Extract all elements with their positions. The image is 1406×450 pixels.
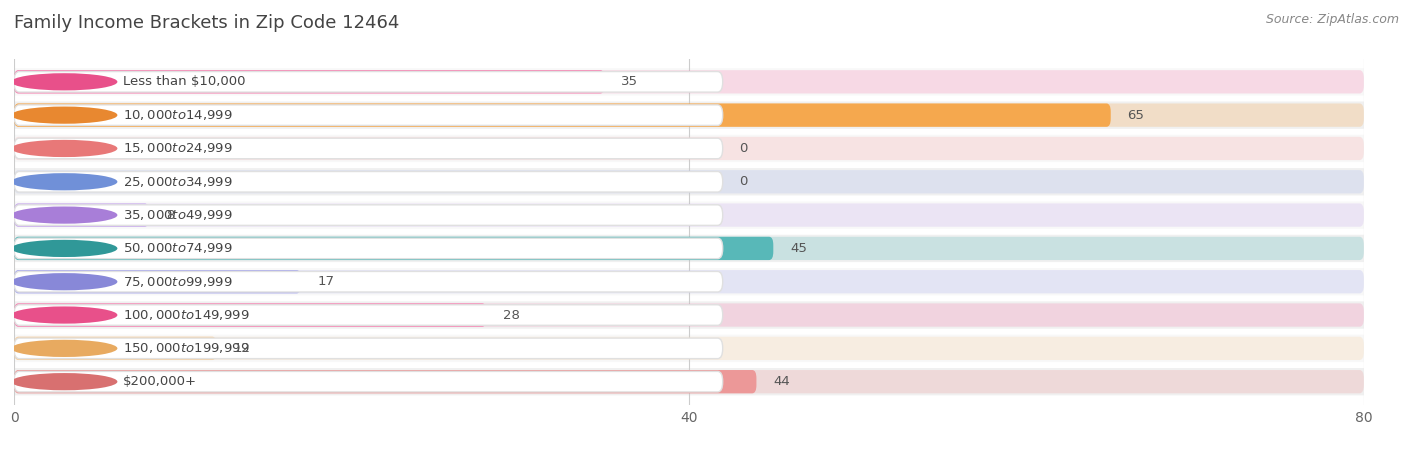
FancyBboxPatch shape	[14, 368, 1364, 396]
Ellipse shape	[11, 140, 118, 157]
FancyBboxPatch shape	[14, 302, 1364, 328]
Text: $10,000 to $14,999: $10,000 to $14,999	[122, 108, 232, 122]
FancyBboxPatch shape	[14, 168, 1364, 195]
Text: 8: 8	[166, 209, 174, 221]
FancyBboxPatch shape	[14, 203, 149, 227]
Ellipse shape	[11, 73, 118, 90]
Text: Source: ZipAtlas.com: Source: ZipAtlas.com	[1265, 14, 1399, 27]
Text: $50,000 to $74,999: $50,000 to $74,999	[122, 241, 232, 256]
Text: 28: 28	[503, 309, 520, 322]
Ellipse shape	[11, 373, 118, 390]
FancyBboxPatch shape	[14, 135, 1364, 162]
FancyBboxPatch shape	[14, 203, 1364, 227]
FancyBboxPatch shape	[14, 335, 1364, 362]
FancyBboxPatch shape	[14, 170, 1364, 194]
Ellipse shape	[11, 173, 118, 190]
Text: $100,000 to $149,999: $100,000 to $149,999	[122, 308, 249, 322]
FancyBboxPatch shape	[14, 270, 301, 293]
FancyBboxPatch shape	[14, 337, 1364, 360]
Text: 44: 44	[773, 375, 790, 388]
FancyBboxPatch shape	[14, 105, 723, 126]
FancyBboxPatch shape	[14, 68, 1364, 95]
Text: 35: 35	[621, 75, 638, 88]
Ellipse shape	[11, 207, 118, 224]
Ellipse shape	[11, 107, 118, 124]
FancyBboxPatch shape	[14, 72, 723, 92]
FancyBboxPatch shape	[14, 137, 1364, 160]
FancyBboxPatch shape	[14, 271, 723, 292]
Text: $25,000 to $34,999: $25,000 to $34,999	[122, 175, 232, 189]
FancyBboxPatch shape	[14, 202, 1364, 229]
FancyBboxPatch shape	[14, 104, 1364, 127]
Text: $15,000 to $24,999: $15,000 to $24,999	[122, 141, 232, 155]
FancyBboxPatch shape	[14, 337, 217, 360]
Text: Family Income Brackets in Zip Code 12464: Family Income Brackets in Zip Code 12464	[14, 14, 399, 32]
FancyBboxPatch shape	[14, 305, 723, 325]
Text: Less than $10,000: Less than $10,000	[122, 75, 246, 88]
Text: 45: 45	[790, 242, 807, 255]
FancyBboxPatch shape	[14, 270, 1364, 293]
FancyBboxPatch shape	[14, 237, 773, 260]
FancyBboxPatch shape	[14, 303, 486, 327]
Text: $150,000 to $199,999: $150,000 to $199,999	[122, 342, 249, 356]
FancyBboxPatch shape	[14, 338, 723, 359]
Text: $35,000 to $49,999: $35,000 to $49,999	[122, 208, 232, 222]
FancyBboxPatch shape	[14, 370, 756, 393]
FancyBboxPatch shape	[14, 102, 1364, 129]
Text: $75,000 to $99,999: $75,000 to $99,999	[122, 275, 232, 289]
Text: $200,000+: $200,000+	[122, 375, 197, 388]
Text: 0: 0	[740, 142, 748, 155]
Text: 12: 12	[233, 342, 250, 355]
FancyBboxPatch shape	[14, 370, 1364, 393]
FancyBboxPatch shape	[14, 238, 723, 259]
Ellipse shape	[11, 340, 118, 357]
FancyBboxPatch shape	[14, 205, 723, 225]
Ellipse shape	[11, 240, 118, 257]
Text: 17: 17	[318, 275, 335, 288]
Ellipse shape	[11, 306, 118, 324]
FancyBboxPatch shape	[14, 235, 1364, 262]
FancyBboxPatch shape	[14, 70, 605, 94]
FancyBboxPatch shape	[14, 371, 723, 392]
FancyBboxPatch shape	[14, 138, 723, 159]
Text: 65: 65	[1128, 108, 1144, 122]
FancyBboxPatch shape	[14, 104, 1111, 127]
FancyBboxPatch shape	[14, 171, 723, 192]
FancyBboxPatch shape	[14, 268, 1364, 295]
Text: 0: 0	[740, 175, 748, 188]
Ellipse shape	[11, 273, 118, 290]
FancyBboxPatch shape	[14, 237, 1364, 260]
FancyBboxPatch shape	[14, 303, 1364, 327]
FancyBboxPatch shape	[14, 70, 1364, 94]
